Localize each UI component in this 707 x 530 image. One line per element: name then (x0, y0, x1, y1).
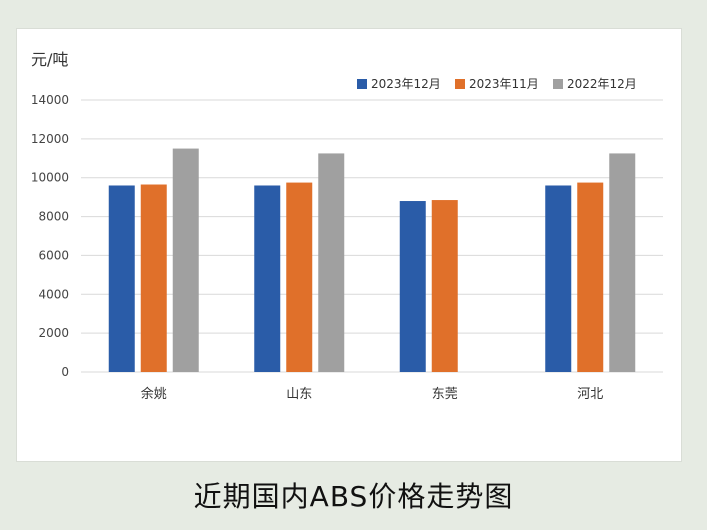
legend-swatch (357, 79, 367, 89)
y-tick-label: 0 (61, 365, 69, 379)
legend-swatch (455, 79, 465, 89)
figure-caption: 近期国内ABS价格走势图 (193, 480, 514, 513)
bar-chart: 0 2000 4000 6000 8000 10000 12000 14000 元/吨 余姚 山… (31, 50, 663, 402)
gridlines (81, 99, 663, 373)
legend-label: 2022年12月 (567, 77, 637, 91)
bar (431, 200, 458, 372)
x-category-label: 东莞 (432, 387, 458, 402)
y-axis-unit-label: 元/吨 (31, 50, 68, 69)
x-category-label: 山东 (286, 387, 312, 402)
chart-panel: 0 2000 4000 6000 8000 10000 12000 14000 元/吨 余姚 山… (16, 28, 682, 462)
bar (172, 148, 199, 372)
y-axis-ticks: 0 2000 4000 6000 8000 10000 12000 14000 (31, 93, 69, 379)
legend: 2023年12月 2023年11月 2022年12月 (357, 77, 637, 91)
y-tick-label: 14000 (31, 93, 69, 107)
legend-swatch (553, 79, 563, 89)
y-tick-label: 12000 (31, 132, 69, 146)
y-tick-label: 8000 (38, 210, 69, 224)
x-category-label: 河北 (577, 387, 603, 402)
y-tick-label: 2000 (38, 326, 69, 340)
bar (609, 153, 636, 372)
bar (399, 201, 426, 372)
y-tick-label: 4000 (38, 287, 69, 301)
y-tick-label: 6000 (38, 248, 69, 262)
bar (577, 182, 604, 372)
bar (286, 182, 313, 372)
bar (140, 184, 167, 372)
bar (108, 185, 135, 372)
bar (254, 185, 281, 372)
bar (545, 185, 572, 372)
bar (318, 153, 345, 372)
x-category-label: 余姚 (141, 386, 167, 402)
legend-label: 2023年12月 (371, 77, 441, 91)
legend-label: 2023年11月 (469, 77, 539, 91)
x-axis-categories: 余姚 山东 东莞 河北 (141, 386, 604, 402)
bars (108, 148, 636, 372)
y-tick-label: 10000 (31, 171, 69, 185)
